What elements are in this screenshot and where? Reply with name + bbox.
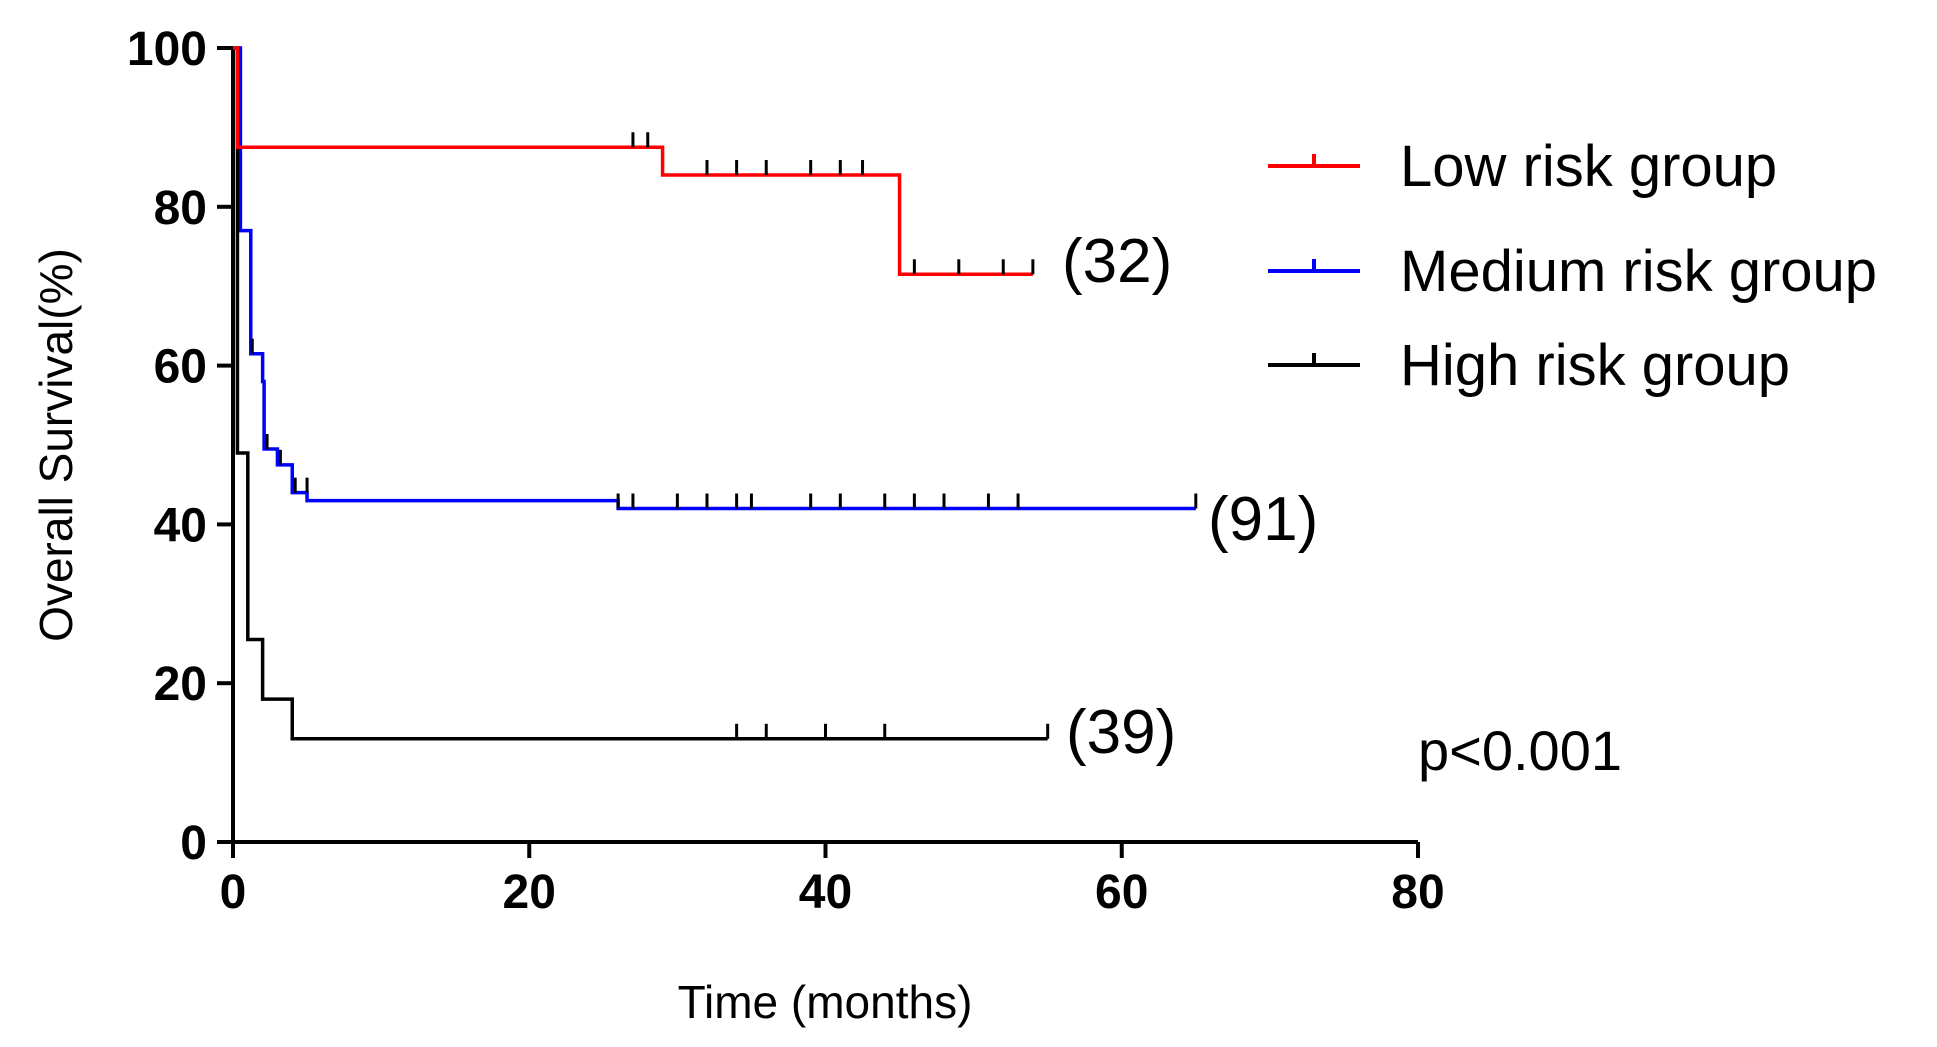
legend-label-low: Low risk group bbox=[1400, 134, 1777, 199]
high-count-annotation: (39) bbox=[1066, 698, 1176, 767]
p-value-label: p<0.001 bbox=[1418, 719, 1622, 782]
low-count-annotation: (32) bbox=[1062, 227, 1172, 296]
y-tick-label: 0 bbox=[180, 817, 207, 870]
y-tick-label: 80 bbox=[154, 182, 207, 235]
ticks: 0 20 40 60 80 0 20 40 60 80 100 bbox=[127, 23, 1445, 919]
legend-label-medium: Medium risk group bbox=[1400, 239, 1877, 304]
legend-label-high: High risk group bbox=[1400, 333, 1790, 398]
axes bbox=[231, 48, 1418, 844]
y-axis-title: Overall Survival(%) bbox=[30, 248, 82, 642]
x-tick-label: 20 bbox=[503, 866, 556, 919]
series-layer bbox=[233, 46, 1198, 741]
x-tick-label: 80 bbox=[1391, 866, 1444, 919]
y-tick-label: 20 bbox=[154, 658, 207, 711]
legend-item-medium: Medium risk group bbox=[1268, 239, 1877, 304]
x-tick-label: 40 bbox=[799, 866, 852, 919]
y-tick-label: 40 bbox=[154, 499, 207, 552]
y-tick-label: 60 bbox=[154, 341, 207, 394]
legend: Low risk group Medium risk group High ri… bbox=[1268, 134, 1877, 398]
series-line-0 bbox=[233, 46, 1033, 277]
series-line-1 bbox=[233, 46, 1196, 511]
x-axis-title: Time (months) bbox=[678, 976, 973, 1028]
medium-count-annotation: (91) bbox=[1208, 485, 1318, 554]
legend-item-low: Low risk group bbox=[1268, 134, 1777, 199]
series-line-2 bbox=[233, 46, 1048, 741]
x-tick-label: 60 bbox=[1095, 866, 1148, 919]
y-tick-label: 100 bbox=[127, 23, 207, 76]
legend-item-high: High risk group bbox=[1268, 333, 1790, 398]
x-tick-label: 0 bbox=[220, 866, 247, 919]
